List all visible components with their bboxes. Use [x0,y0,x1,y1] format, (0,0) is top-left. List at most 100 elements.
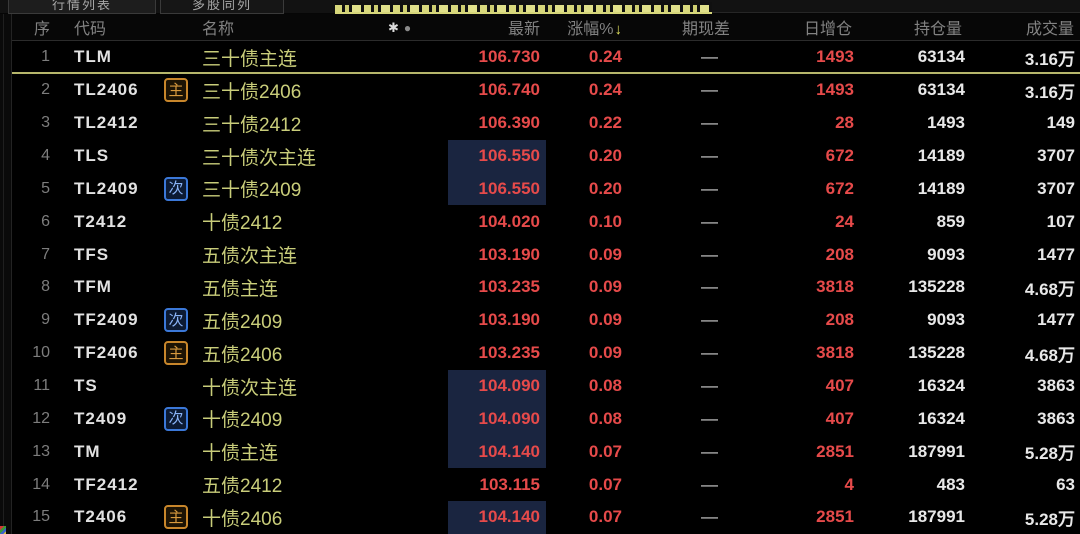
header-volume[interactable]: 成交量 [1025,21,1074,38]
row-name: 三十债2412 [202,114,302,136]
row-last-price: 106.390 [478,113,540,133]
row-last-price: 104.140 [448,435,546,469]
row-code: TL2412 [74,113,139,133]
row-basis: — [701,277,718,297]
row-name: 三十债次主连 [202,147,317,169]
row-open-interest: 135228 [908,343,965,363]
row-change-pct: 0.24 [588,47,622,67]
row-seq: 1 [41,48,50,66]
row-day-increase: 3818 [816,277,854,297]
row-name: 五债主连 [202,278,279,300]
row-change-pct: 0.07 [588,507,622,527]
circle-icon[interactable]: ● [403,20,412,35]
row-open-interest: 187991 [908,441,965,461]
row-code: TF2412 [74,474,139,494]
row-code: TF2406 [74,343,139,363]
row-change-pct: 0.08 [588,376,622,396]
table-row[interactable]: 1 TLM 三十债主连 106.730 0.24 — 1493 63134 3.… [12,41,1080,74]
row-change-pct: 0.07 [588,441,622,461]
header-code[interactable]: 代码 [74,21,107,38]
contract-type-badge-icon: 主 [164,505,188,530]
table-row[interactable]: 9 TF2409 次 五债2409 103.190 0.09 — 208 909… [12,304,1080,337]
row-seq: 5 [41,179,50,197]
row-open-interest: 14189 [917,178,965,198]
row-open-interest: 63134 [917,80,965,100]
row-basis: — [701,474,718,494]
header-last[interactable]: 最新 [507,21,540,38]
row-seq: 7 [41,245,50,263]
row-volume: 107 [1046,211,1075,231]
news-marquee-clipped[interactable] [335,2,712,14]
row-name: 三十债2406 [202,81,302,103]
row-seq: 11 [33,377,50,395]
row-last-price: 104.020 [478,211,540,231]
header-change[interactable]: 涨幅%↓ [546,15,628,39]
row-seq: 12 [32,409,50,427]
table-row[interactable]: 13 TM 十债主连 104.140 0.07 — 2851 187991 5.… [12,435,1080,469]
row-basis: — [701,146,718,165]
row-day-increase: 1493 [816,80,854,100]
row-seq: 9 [41,311,50,329]
row-name: 十债次主连 [202,377,298,399]
row-day-increase: 672 [825,146,854,165]
row-day-increase: 24 [835,211,854,231]
header-flag-icons: ✱ ● [388,14,411,41]
row-code: TFS [74,244,110,264]
table-row[interactable]: 7 TFS 五债次主连 103.190 0.09 — 208 9093 1477 [12,238,1080,271]
table-row[interactable]: 4 TLS 三十债次主连 106.550 0.20 — 672 14189 37… [12,139,1080,173]
table-row[interactable]: 15 T2406 主 十债2406 104.140 0.07 — 2851 18… [12,501,1080,534]
row-open-interest: 483 [936,474,965,494]
row-volume: 1477 [1037,244,1075,264]
row-name: 十债主连 [202,443,279,465]
row-volume: 4.68万 [1024,345,1075,365]
row-basis: — [701,80,718,100]
row-seq: 13 [32,442,50,460]
table-row[interactable]: 8 TFM 五债主连 103.235 0.09 — 3818 135228 4.… [12,271,1080,304]
table-row[interactable]: 12 T2409 次 十债2409 104.090 0.08 — 407 163… [12,402,1080,436]
header-day-increase[interactable]: 日增仓 [803,21,852,38]
row-code: T2406 [74,507,128,527]
row-last-price: 106.550 [448,139,546,173]
tab-quote-list[interactable]: 行情列表 [8,0,156,14]
row-code: T2412 [74,211,128,231]
star-icon[interactable]: ✱ [388,20,399,35]
row-volume: 149 [1046,113,1075,133]
row-code: TM [74,441,101,461]
table-row[interactable]: 14 TF2412 五债2412 103.115 0.07 — 4 483 63 [12,468,1080,501]
row-volume: 3.16万 [1024,82,1075,102]
row-volume: 3707 [1037,178,1075,198]
tab-multi-grid[interactable]: 多股同列 [160,0,284,14]
header-seq[interactable]: 序 [33,21,50,38]
row-day-increase: 28 [835,113,854,133]
row-name: 五债2406 [202,344,283,366]
row-name: 五债2409 [202,311,283,333]
row-change-pct: 0.24 [588,80,622,100]
table-body: 1 TLM 三十债主连 106.730 0.24 — 1493 63134 3.… [12,41,1080,534]
row-last-price: 106.550 [448,172,546,206]
header-name[interactable]: 名称 [202,21,235,38]
row-volume: 3707 [1037,146,1075,165]
row-last-price: 104.090 [448,369,546,403]
row-last-price: 103.190 [478,310,540,330]
row-code: TLM [74,47,112,67]
table-row[interactable]: 3 TL2412 三十债2412 106.390 0.22 — 28 1493 … [12,107,1080,140]
row-volume: 3863 [1037,408,1075,428]
row-open-interest: 63134 [917,47,965,67]
row-open-interest: 187991 [908,507,965,527]
table-row[interactable]: 5 TL2409 次 三十债2409 106.550 0.20 — 672 14… [12,172,1080,206]
table-row[interactable]: 2 TL2406 主 三十债2406 106.740 0.24 — 1493 6… [12,74,1080,107]
row-name: 五债次主连 [202,246,298,268]
row-name: 十债2406 [202,508,283,530]
top-tab-bar: 行情列表 多股同列 [0,0,1080,14]
row-basis: — [701,113,718,133]
header-open-interest[interactable]: 持仓量 [913,21,962,38]
row-basis: — [701,408,718,428]
table-row[interactable]: 6 T2412 十债2412 104.020 0.10 — 24 859 107 [12,205,1080,238]
row-basis: — [701,310,718,330]
table-row[interactable]: 11 TS 十债次主连 104.090 0.08 — 407 16324 386… [12,369,1080,403]
row-volume: 3.16万 [1024,49,1075,69]
table-row[interactable]: 10 TF2406 主 五债2406 103.235 0.09 — 3818 1… [12,337,1080,370]
header-basis[interactable]: 期现差 [681,21,730,38]
tab-multi-grid-label: 多股同列 [191,0,252,12]
left-edge-divider [3,14,4,534]
